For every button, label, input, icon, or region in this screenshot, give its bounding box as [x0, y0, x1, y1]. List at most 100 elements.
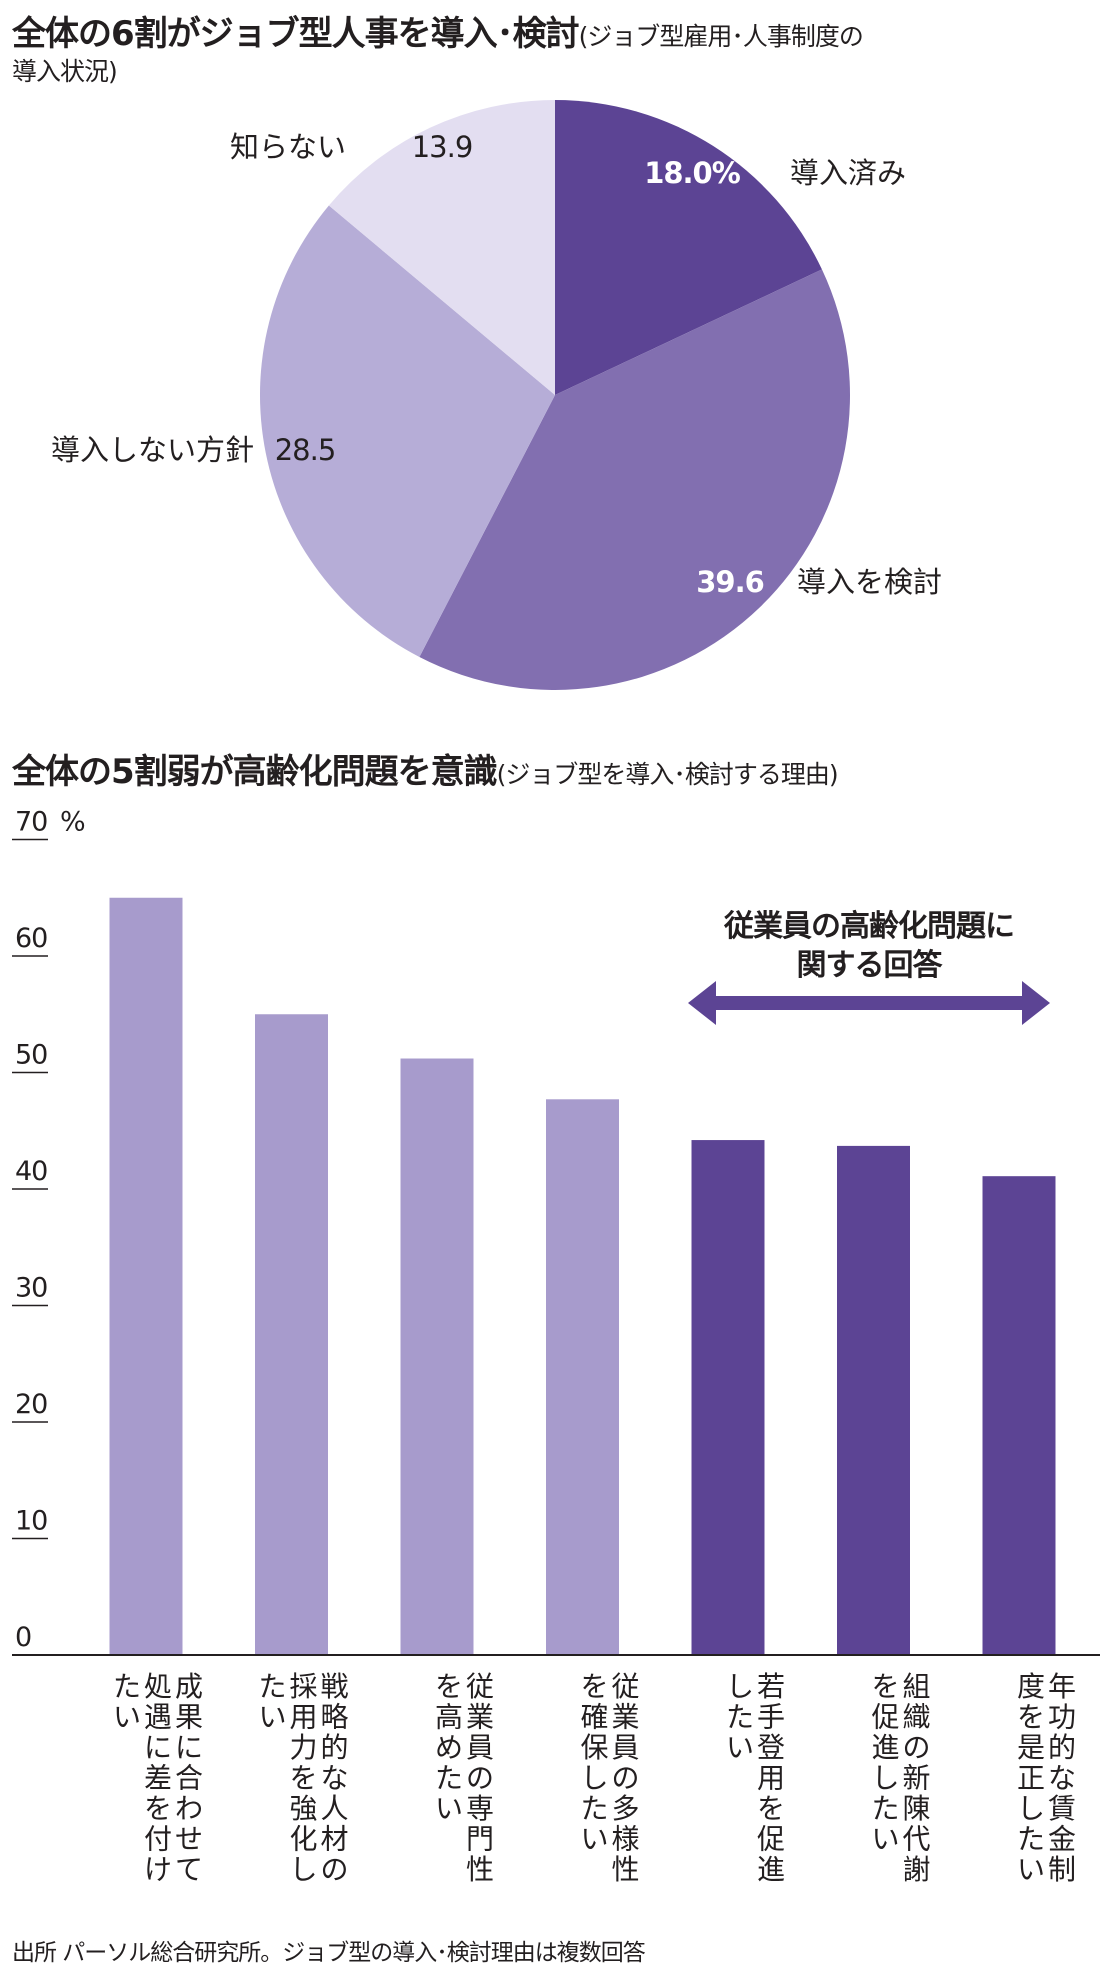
x-category-char: 強	[289, 1792, 317, 1825]
x-category-char: 戦	[320, 1670, 348, 1703]
y-tick-label: 30	[15, 1273, 47, 1304]
x-category-char: に	[175, 1731, 203, 1764]
x-category-char: た	[726, 1701, 754, 1734]
x-category-char: を	[871, 1670, 899, 1703]
source-note: 出所 パーソル総合研究所。ジョブ型の導入･検討理由は複数回答	[12, 1940, 646, 1966]
x-category-char: 新	[902, 1762, 930, 1795]
bar	[546, 1099, 619, 1655]
x-category-char: 正	[1017, 1762, 1045, 1795]
x-category-char: 若	[757, 1670, 785, 1703]
bar-title-text: 全体の5割弱が高齢化問題を意識	[12, 752, 498, 792]
x-category-char: 用	[289, 1701, 317, 1734]
bar	[982, 1176, 1056, 1655]
bar	[837, 1145, 910, 1655]
x-category-char: の	[611, 1762, 639, 1795]
x-category-char: 度	[1017, 1670, 1045, 1703]
x-category-char: わ	[175, 1792, 203, 1825]
x-category-char: 性	[611, 1853, 639, 1886]
x-category-char: 確	[580, 1701, 608, 1734]
x-category-char: 登	[757, 1731, 785, 1764]
pie-value-label: 13.9	[412, 130, 473, 164]
x-category-char: 是	[1017, 1731, 1045, 1764]
x-category-char: 促	[871, 1701, 899, 1734]
x-category-char: 業	[466, 1701, 494, 1734]
x-category-char: た	[435, 1762, 463, 1795]
y-tick-label: 60	[15, 923, 47, 954]
x-category-char: た	[258, 1670, 286, 1703]
x-category-char: を	[435, 1670, 463, 1703]
x-category-char: 員	[611, 1731, 639, 1764]
x-category-char: 組	[902, 1670, 930, 1703]
x-category-char: 高	[435, 1701, 463, 1734]
x-category-char: せ	[175, 1823, 203, 1856]
x-category-char: 略	[320, 1701, 348, 1734]
x-category-char: 従	[466, 1670, 494, 1703]
x-category-char: 性	[466, 1853, 494, 1886]
x-category-char: け	[144, 1853, 172, 1886]
x-category-char: し	[1017, 1792, 1045, 1825]
x-category-char: 従	[611, 1670, 639, 1703]
x-category-char: 採	[289, 1670, 317, 1703]
x-category-char: を	[289, 1762, 317, 1795]
pie-subtitle-line2: 導入状況)	[12, 57, 118, 86]
pie-value-label: 18.0%	[644, 156, 741, 190]
x-category-char: を	[144, 1792, 172, 1825]
pie-value-label: 28.5	[275, 433, 336, 467]
x-category-char: 謝	[902, 1853, 930, 1886]
pie-slice	[419, 269, 850, 690]
pie-slice-label: 導入を検討	[797, 565, 942, 599]
x-category-char: 人	[320, 1792, 348, 1825]
x-category-char: て	[175, 1853, 203, 1886]
x-category-char: 功	[1048, 1701, 1076, 1734]
x-category-char: い	[1017, 1853, 1045, 1886]
x-category-char: 進	[871, 1731, 899, 1764]
x-category-char: 制	[1048, 1853, 1076, 1886]
x-category-char: に	[144, 1731, 172, 1764]
annotation-double-arrow	[688, 981, 1050, 1025]
x-category-char: な	[1048, 1762, 1076, 1795]
bar-subtitle: (ジョブ型を導入･検討する理由)	[496, 760, 839, 789]
bar-chart-title: 全体の5割弱が高齢化問題を意識(ジョブ型を導入･検討する理由)	[12, 744, 839, 793]
y-tick-label: 50	[15, 1040, 47, 1071]
x-category-char: め	[435, 1731, 463, 1764]
x-category-char: 合	[175, 1762, 203, 1795]
x-category-char: 材	[320, 1823, 348, 1856]
x-category-char: 手	[757, 1701, 785, 1734]
pie-value-label: 39.6	[696, 565, 764, 599]
pie-title-text: 全体の6割がジョブ型人事を導入･検討	[12, 14, 580, 54]
x-category-char: し	[580, 1762, 608, 1795]
x-category-char: 的	[320, 1731, 348, 1764]
x-category-char: 様	[611, 1823, 639, 1856]
x-category-char: い	[726, 1731, 754, 1764]
pie-slice-label: 知らない	[230, 130, 346, 164]
bar	[691, 1140, 765, 1655]
x-category-char: 用	[757, 1762, 785, 1795]
x-category-char: 陳	[902, 1792, 930, 1825]
x-category-char: を	[1017, 1701, 1045, 1734]
x-category-char: 専	[466, 1792, 494, 1825]
y-tick-label: 40	[15, 1156, 47, 1187]
pie-chart: 18.0% 導入済み 39.6 導入を検討 28.5 導入しない方針 13.9 知らない	[51, 100, 942, 690]
x-category-char: し	[871, 1762, 899, 1795]
x-category-char: 的	[1048, 1731, 1076, 1764]
x-category-char: い	[435, 1792, 463, 1825]
y-tick-label: 10	[15, 1506, 47, 1537]
pie-slice	[328, 100, 555, 395]
y-tick-label: 70	[15, 807, 47, 838]
x-category-char: 金	[1048, 1823, 1076, 1856]
bar	[255, 1014, 328, 1655]
x-category-char: の	[902, 1731, 930, 1764]
x-category-char: 遇	[144, 1701, 172, 1734]
x-category-char: 織	[902, 1701, 930, 1734]
pie-slice	[259, 205, 555, 658]
pie-slice	[555, 100, 822, 395]
x-category-char: 多	[611, 1792, 639, 1825]
x-category-char: 化	[289, 1823, 317, 1856]
annotation-text-line2: 関する回答	[797, 948, 944, 983]
x-category-char: 員	[466, 1731, 494, 1764]
x-category-char: 処	[144, 1670, 172, 1703]
y-tick-label: 0	[15, 1622, 31, 1653]
